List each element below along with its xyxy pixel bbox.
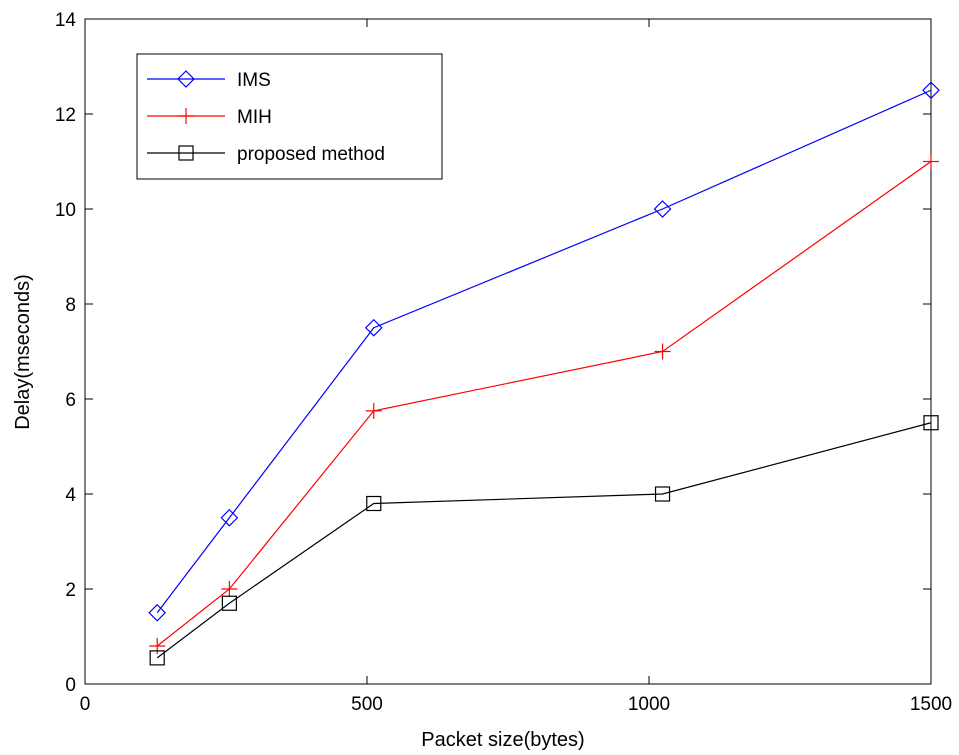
y-tick-label: 8 <box>65 295 76 316</box>
y-tick-label: 4 <box>65 485 76 506</box>
data-point-square <box>178 145 194 161</box>
series-ims <box>148 81 940 622</box>
x-tick-label: 1000 <box>628 694 670 715</box>
data-point-plus <box>365 402 382 419</box>
y-tick-label: 2 <box>65 580 76 601</box>
data-point-square <box>366 495 382 512</box>
y-axis-title: Delay(mseconds) <box>12 274 34 430</box>
data-point-diamond <box>653 200 672 218</box>
y-tick-label: 12 <box>55 105 76 126</box>
y-tick-label: 10 <box>55 200 76 221</box>
data-point-diamond <box>177 70 195 88</box>
x-tick-label: 500 <box>351 694 383 715</box>
series-layer <box>148 81 940 666</box>
y-tick-label: 14 <box>55 10 77 31</box>
series-line <box>156 89 932 614</box>
legend-entry: proposed method <box>147 144 385 165</box>
legend-label: IMS <box>237 70 271 91</box>
legend-label: proposed method <box>237 144 385 165</box>
y-tick-label: 0 <box>65 675 76 696</box>
x-tick-label: 0 <box>80 694 91 715</box>
data-point-plus <box>178 108 194 124</box>
data-point-plus <box>654 343 671 360</box>
legend-entry: IMS <box>147 70 271 91</box>
series-proposed-method <box>149 415 939 666</box>
data-point-square <box>654 486 671 502</box>
legend-label: MIH <box>237 107 272 128</box>
data-point-plus <box>221 581 238 597</box>
data-point-square <box>221 595 237 611</box>
axis-ticks: 0 500 1000 1500 0 2 4 6 8 10 12 14 <box>55 10 952 715</box>
data-point-square <box>149 650 165 666</box>
data-point-diamond <box>364 318 383 337</box>
data-point-square <box>923 415 939 431</box>
data-point-diamond <box>148 603 167 622</box>
legend: IMS MIH proposed method <box>136 53 443 180</box>
data-point-plus <box>923 153 939 170</box>
x-tick-label: 1500 <box>910 694 952 715</box>
legend-entry: MIH <box>147 107 272 128</box>
y-tick-label: 6 <box>65 390 76 411</box>
series-line <box>156 422 932 659</box>
x-axis-title: Packet size(bytes) <box>421 729 584 751</box>
series-mih <box>149 153 939 654</box>
data-point-diamond <box>220 508 239 527</box>
data-point-diamond <box>922 81 940 100</box>
